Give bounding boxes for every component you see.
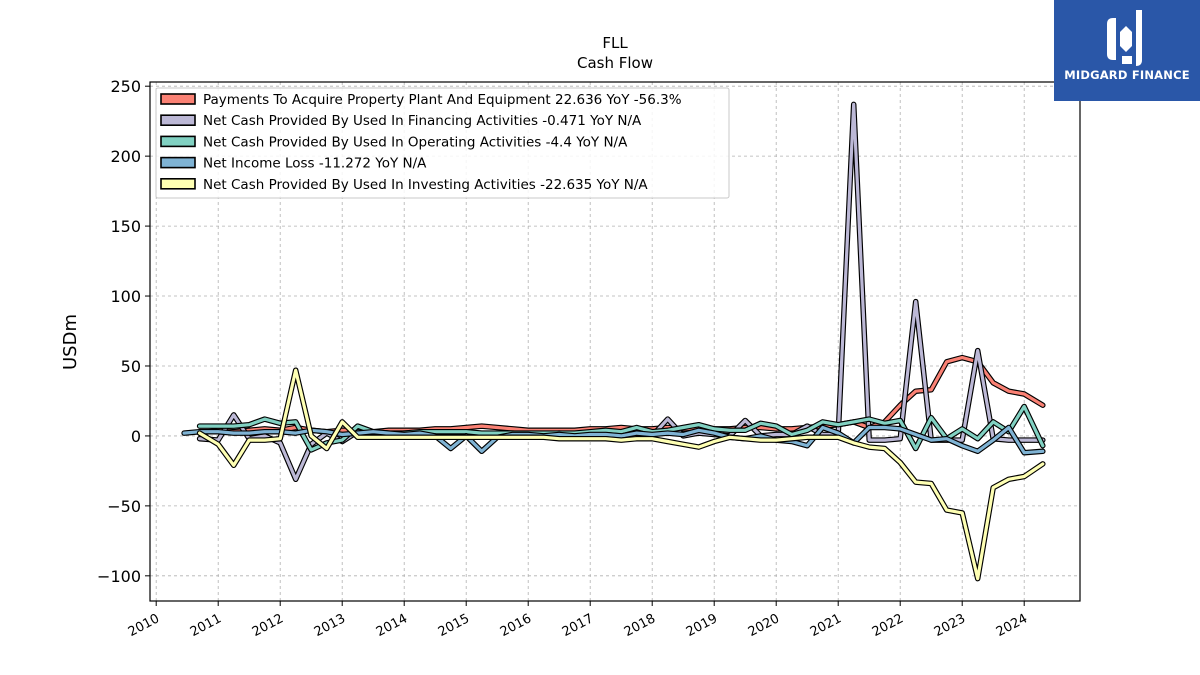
legend-label: Net Cash Provided By Used In Operating A… — [203, 134, 628, 150]
legend-swatch — [160, 178, 196, 190]
x-tick-label: 2018 — [622, 611, 658, 640]
x-tick-label: 2013 — [312, 611, 348, 640]
y-tick-label: −50 — [107, 497, 141, 516]
y-axis-ticks: −100 −50 0 50 100 150 200 250 — [97, 77, 150, 586]
y-tick-label: 200 — [110, 147, 141, 166]
y-tick-label: 150 — [110, 217, 141, 236]
x-tick-label: 2024 — [994, 611, 1030, 640]
legend-label: Net Cash Provided By Used In Financing A… — [203, 113, 642, 129]
series-line — [198, 356, 1045, 435]
series-group — [181, 101, 1046, 582]
series-line — [182, 425, 1045, 455]
x-tick-label: 2010 — [126, 611, 162, 640]
y-tick-label: 100 — [110, 287, 141, 306]
series-line — [198, 368, 1045, 581]
legend-swatch — [160, 93, 196, 105]
x-tick-label: 2012 — [250, 611, 286, 640]
logo-text: MIDGARD FINANCE — [1064, 68, 1190, 82]
y-tick-label: 0 — [131, 427, 141, 446]
x-tick-label: 2022 — [870, 611, 906, 640]
x-tick-label: 2014 — [374, 611, 410, 640]
legend-label: Net Income Loss -11.272 YoY N/A — [203, 156, 427, 172]
legend-frame — [155, 87, 730, 199]
y-tick-label: 250 — [110, 77, 141, 96]
x-tick-label: 2021 — [808, 611, 844, 640]
chart-subtitle: Cash Flow — [577, 54, 653, 72]
y-tick-label: 50 — [121, 357, 141, 376]
x-tick-label: 2017 — [560, 611, 596, 640]
chart-title: FLL — [602, 34, 628, 52]
x-tick-label: 2016 — [498, 611, 534, 640]
plot-frame — [149, 81, 1081, 602]
y-tick-label: −100 — [97, 567, 141, 586]
series-outline — [196, 367, 1046, 582]
legend-label: Net Cash Provided By Used In Investing A… — [203, 177, 648, 193]
x-tick-label: 2015 — [436, 611, 472, 640]
x-tick-label: 2019 — [684, 611, 720, 640]
brand-logo: MIDGARD FINANCE — [1054, 0, 1200, 101]
midgard-logo-icon — [1107, 10, 1142, 66]
legend-label: Payments To Acquire Property Plant And E… — [203, 92, 682, 108]
x-axis-ticks: 2010 2011 2012 2013 2014 2015 2016 2017 2018 2019… — [126, 601, 1030, 640]
y-axis-label: USDm — [60, 314, 81, 370]
legend-swatch — [160, 135, 196, 148]
x-tick-label: 2011 — [188, 611, 224, 640]
legend-swatch — [160, 156, 196, 169]
x-tick-label: 2023 — [932, 611, 968, 640]
series-line — [198, 404, 1045, 452]
legend-swatch — [160, 114, 196, 126]
series-outline — [196, 354, 1046, 436]
x-tick-label: 2020 — [746, 611, 782, 640]
legend: Payments To Acquire Property Plant And E… — [155, 87, 730, 199]
